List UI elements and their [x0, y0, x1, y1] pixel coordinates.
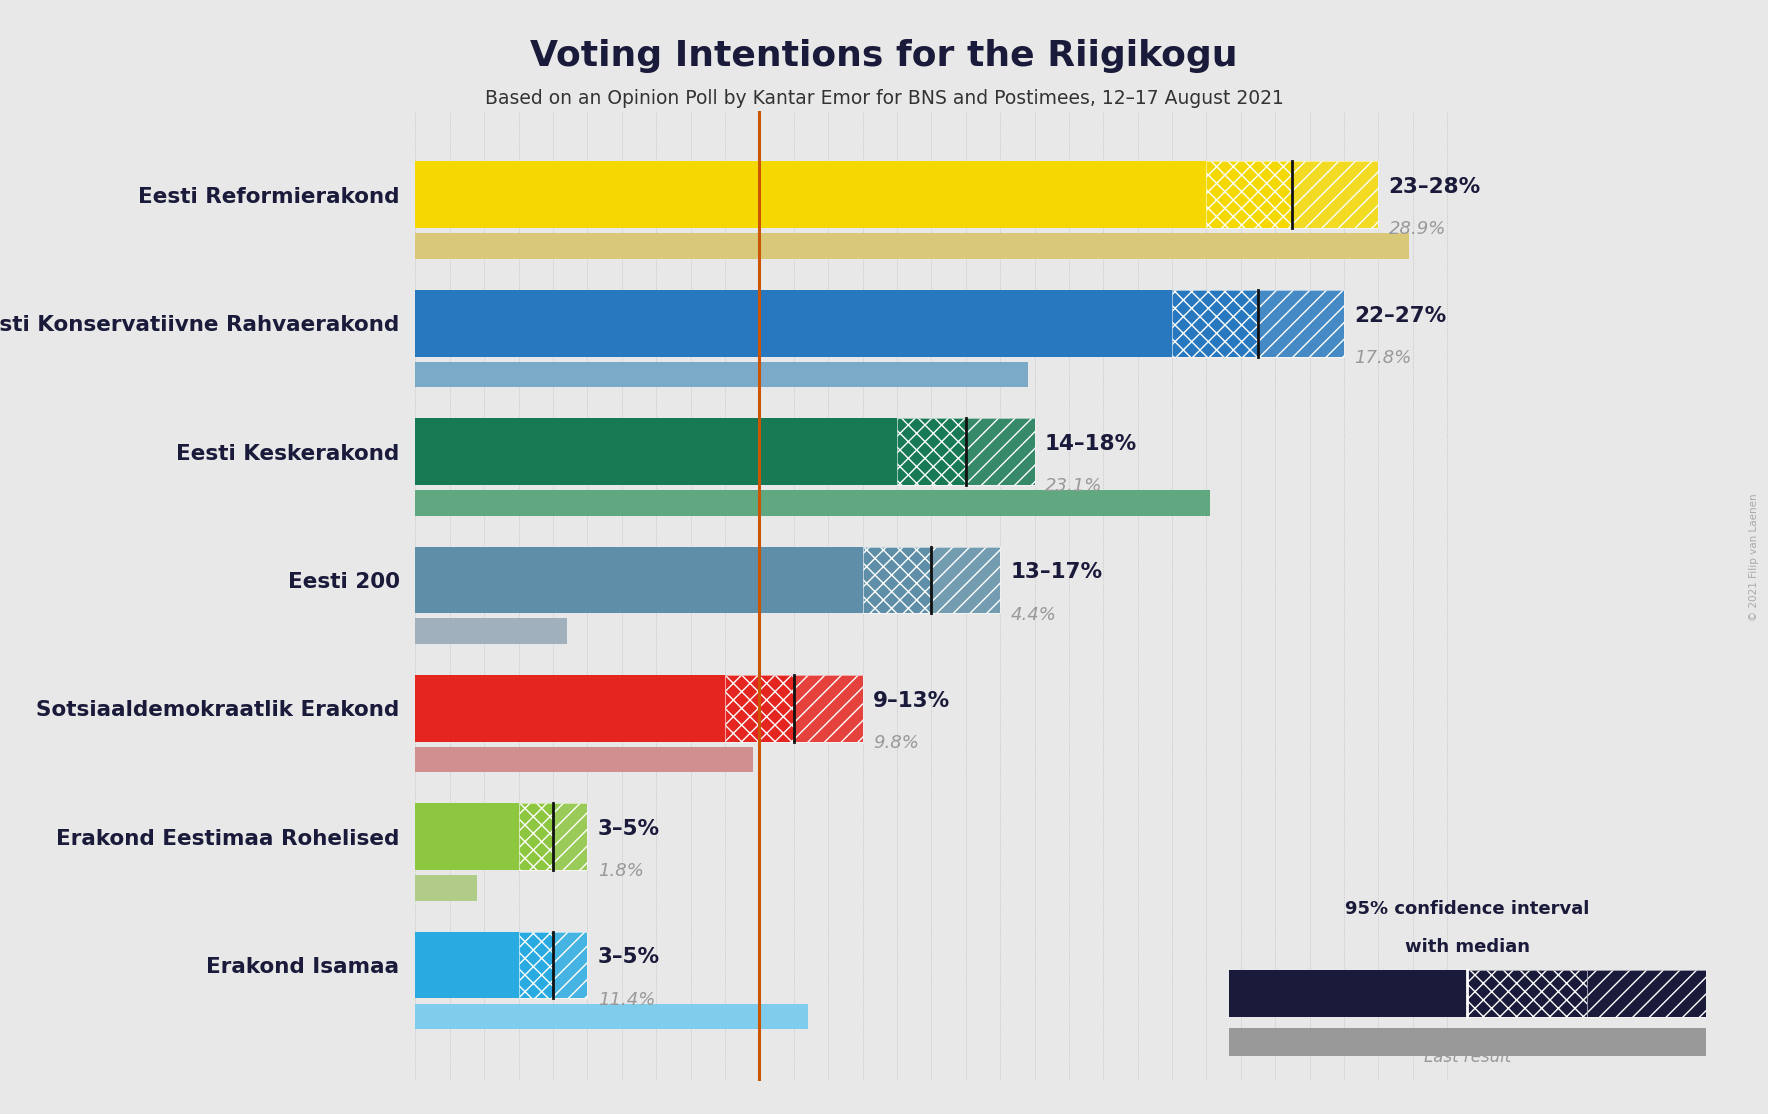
- Bar: [1292, 162, 1379, 228]
- Bar: [415, 931, 518, 998]
- Text: 3–5%: 3–5%: [598, 819, 659, 839]
- Bar: [415, 1004, 808, 1029]
- Bar: [553, 931, 587, 998]
- Text: 9–13%: 9–13%: [873, 691, 949, 711]
- Bar: [415, 746, 753, 772]
- Text: 1.8%: 1.8%: [598, 862, 644, 880]
- Bar: [725, 675, 794, 742]
- Bar: [415, 362, 1027, 388]
- Text: 3–5%: 3–5%: [598, 947, 659, 967]
- Bar: [1206, 162, 1292, 228]
- Bar: [518, 803, 553, 870]
- Text: 13–17%: 13–17%: [1011, 563, 1103, 583]
- Text: 95% confidence interval: 95% confidence interval: [1345, 900, 1589, 918]
- Bar: [1206, 162, 1292, 228]
- Bar: [965, 418, 1034, 485]
- Bar: [1172, 290, 1259, 356]
- Text: 17.8%: 17.8%: [1354, 349, 1411, 367]
- Bar: [415, 803, 518, 870]
- Text: Based on an Opinion Poll by Kantar Emor for BNS and Postimees, 12–17 August 2021: Based on an Opinion Poll by Kantar Emor …: [484, 89, 1284, 108]
- Bar: [415, 233, 1409, 260]
- Bar: [553, 803, 587, 870]
- Bar: [415, 876, 477, 901]
- Text: 28.9%: 28.9%: [1388, 221, 1446, 238]
- Bar: [1588, 970, 1706, 1017]
- Bar: [415, 547, 863, 614]
- Bar: [415, 418, 896, 485]
- Bar: [553, 931, 587, 998]
- Bar: [518, 931, 553, 998]
- Text: with median: with median: [1406, 938, 1529, 956]
- Bar: [1172, 290, 1259, 356]
- Bar: [1467, 970, 1588, 1017]
- Bar: [863, 547, 932, 614]
- Bar: [518, 803, 553, 870]
- Bar: [896, 418, 965, 485]
- Bar: [415, 290, 1172, 356]
- Bar: [415, 618, 568, 644]
- Bar: [932, 547, 1001, 614]
- Text: 4.4%: 4.4%: [1011, 606, 1055, 624]
- Text: 23–28%: 23–28%: [1388, 177, 1482, 197]
- Bar: [896, 418, 965, 485]
- Bar: [1588, 970, 1706, 1017]
- Bar: [794, 675, 863, 742]
- Text: 23.1%: 23.1%: [1045, 477, 1101, 496]
- Bar: [1467, 970, 1588, 1017]
- Bar: [1292, 162, 1379, 228]
- Text: 22–27%: 22–27%: [1354, 305, 1446, 325]
- Text: 14–18%: 14–18%: [1045, 433, 1137, 453]
- Bar: [1229, 1028, 1706, 1056]
- Bar: [415, 675, 725, 742]
- Bar: [518, 931, 553, 998]
- Bar: [932, 547, 1001, 614]
- Bar: [863, 547, 932, 614]
- Bar: [1229, 970, 1467, 1017]
- Bar: [1259, 290, 1344, 356]
- Bar: [1259, 290, 1344, 356]
- Text: 11.4%: 11.4%: [598, 990, 656, 1008]
- Bar: [794, 675, 863, 742]
- Bar: [415, 162, 1206, 228]
- Text: Voting Intentions for the Riigikogu: Voting Intentions for the Riigikogu: [530, 39, 1238, 74]
- Bar: [415, 490, 1209, 516]
- Text: © 2021 Filip van Laenen: © 2021 Filip van Laenen: [1749, 494, 1759, 620]
- Text: 9.8%: 9.8%: [873, 734, 919, 752]
- Bar: [965, 418, 1034, 485]
- Bar: [725, 675, 794, 742]
- Text: Last result: Last result: [1423, 1048, 1512, 1066]
- Bar: [553, 803, 587, 870]
